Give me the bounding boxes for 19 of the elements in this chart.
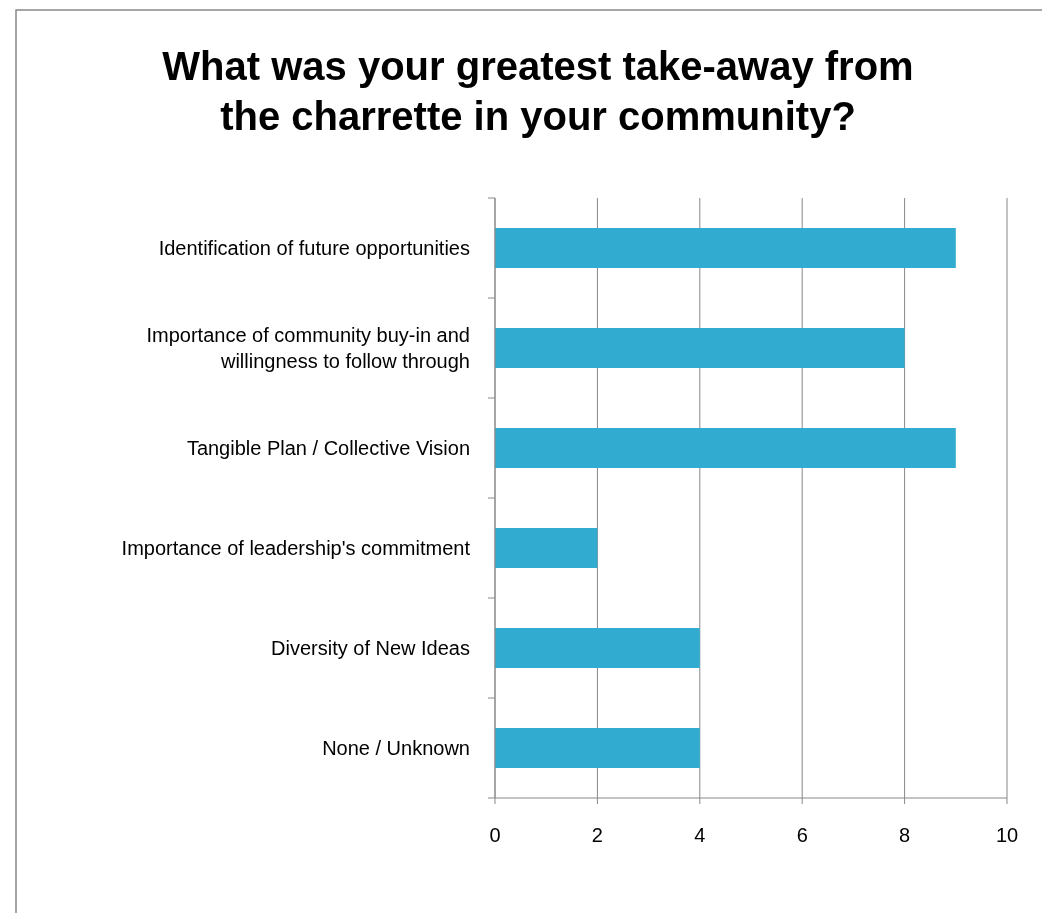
bar <box>495 628 700 668</box>
bar <box>495 728 700 768</box>
chart-title: What was your greatest take-away from the charrette in your community? <box>162 44 914 138</box>
bar <box>495 228 956 268</box>
bar <box>495 428 956 468</box>
x-tick-label: 10 <box>995 824 1019 846</box>
y-tick-label: Tangible Plan / Collective Vision <box>186 437 470 459</box>
y-tick-label: Diversity of New Ideas <box>271 637 470 659</box>
x-tick-label: 8 <box>899 824 911 846</box>
y-tick-label: Importance of community buy-in and willingness to follow through <box>146 324 470 372</box>
bar <box>495 528 598 568</box>
x-tick-label: 0 <box>489 824 501 846</box>
bar <box>495 328 905 368</box>
y-tick-label: Identification of future opportunities <box>158 237 470 259</box>
y-tick-label: Importance of leadership's commitment <box>121 537 471 559</box>
x-tick-label: 4 <box>694 824 706 846</box>
x-tick-label: 2 <box>591 824 603 846</box>
y-tick-label: None / Unknown <box>322 737 470 759</box>
x-tick-label: 6 <box>796 824 808 846</box>
